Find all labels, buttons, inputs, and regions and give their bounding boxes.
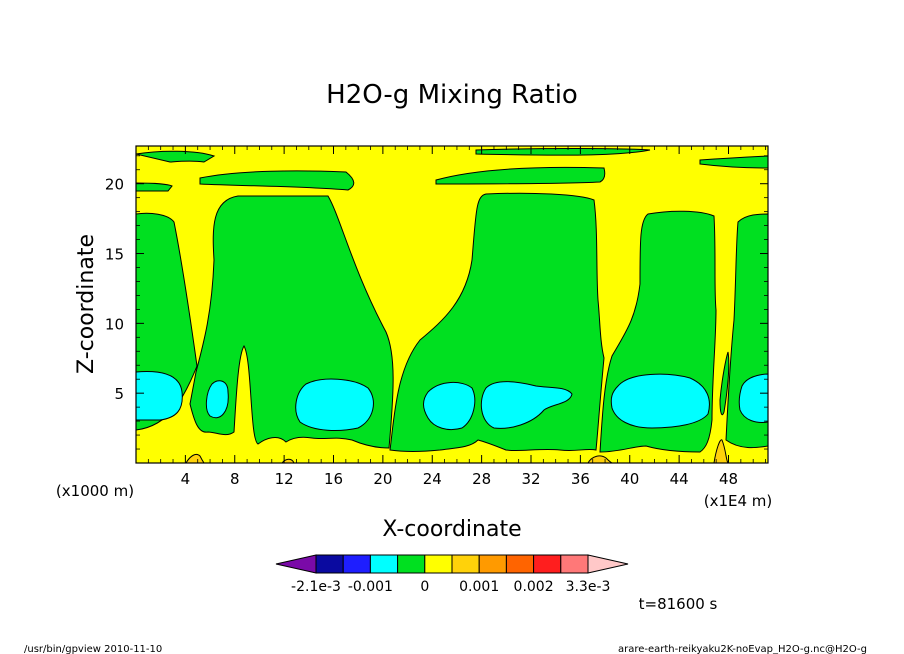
colorbar-label: -0.001 [348, 579, 393, 595]
x-tick-label: 12 [275, 470, 294, 488]
chart-title: H2O-g Mixing Ratio [326, 80, 578, 110]
cyan-region [610, 373, 710, 429]
colorbar-labels: -2.1e-3 -0.001 0 0.001 0.002 3.3e-3 [291, 579, 610, 595]
cyan-region [423, 382, 476, 431]
colorbar-swatch [533, 554, 562, 574]
colorbar-swatch [315, 554, 344, 574]
time-label: t=81600 s [639, 595, 718, 613]
x-tick-label: 8 [230, 470, 240, 488]
green-region [136, 182, 173, 192]
colorbar-label: -2.1e-3 [291, 579, 341, 595]
plot-frame [135, 145, 769, 464]
colorbar-swatch [424, 554, 453, 574]
green-region [475, 148, 651, 156]
colorbar-swatch [505, 554, 535, 574]
colorbar-swatch [560, 554, 589, 574]
cyan-region [136, 371, 183, 421]
orange-regions [185, 439, 729, 463]
y-tick-label: 15 [105, 246, 124, 264]
x-tick-label: 20 [373, 470, 392, 488]
y-axis-label: Z-coordinate [74, 234, 99, 374]
x-axis: 4 8 12 16 20 24 28 32 36 40 44 48 [147, 146, 766, 488]
green-region [699, 155, 768, 169]
x-unit-left-label: (x1000 m) [56, 482, 134, 500]
y-axis: 5 10 15 20 [105, 155, 768, 450]
x-tick-label: 48 [719, 470, 738, 488]
colorbar-swatch [451, 554, 480, 574]
cyan-region [738, 373, 768, 423]
x-tick-label: 4 [181, 470, 191, 488]
orange-region [713, 439, 729, 463]
y-tick-label: 10 [105, 315, 124, 333]
cyan-regions [136, 371, 768, 431]
footer-left: /usr/bin/gpview 2010-11-10 [24, 644, 162, 654]
colorbar-swatch [342, 554, 371, 574]
x-tick-label: 32 [521, 470, 540, 488]
x-unit-right-label: (x1E4 m) [704, 492, 773, 510]
colorbar-label: 0 [420, 579, 429, 595]
cyan-region [480, 381, 573, 429]
cyan-region [295, 378, 374, 431]
x-tick-label: 44 [670, 470, 689, 488]
colorbar-swatch [397, 554, 426, 574]
y-tick-label: 20 [105, 176, 124, 194]
green-region [199, 170, 355, 191]
plot-area [136, 146, 768, 463]
x-tick-label: 36 [571, 470, 590, 488]
y-tick-label: 5 [114, 385, 124, 403]
colorbar-label: 0.002 [514, 579, 554, 595]
cyan-region [205, 380, 229, 419]
green-region [719, 351, 730, 416]
colorbar-lower-arrow [275, 554, 317, 574]
x-tick-label: 16 [324, 470, 343, 488]
colorbar-swatch [478, 554, 507, 574]
colorbar-upper-arrow [587, 554, 629, 574]
colorbar-swatch [369, 554, 399, 574]
x-tick-label: 40 [620, 470, 639, 488]
colorbar-label: 0.001 [459, 579, 499, 595]
footer-right: arare-earth-reikyaku2K-noEvap_H2O-g.nc@H… [618, 644, 867, 654]
colorbar [275, 554, 629, 574]
green-region [136, 150, 216, 163]
x-axis-label: X-coordinate [382, 517, 521, 542]
colorbar-label: 3.3e-3 [566, 579, 611, 595]
green-region [435, 166, 606, 185]
x-tick-label: 24 [423, 470, 442, 488]
x-tick-label: 28 [472, 470, 491, 488]
